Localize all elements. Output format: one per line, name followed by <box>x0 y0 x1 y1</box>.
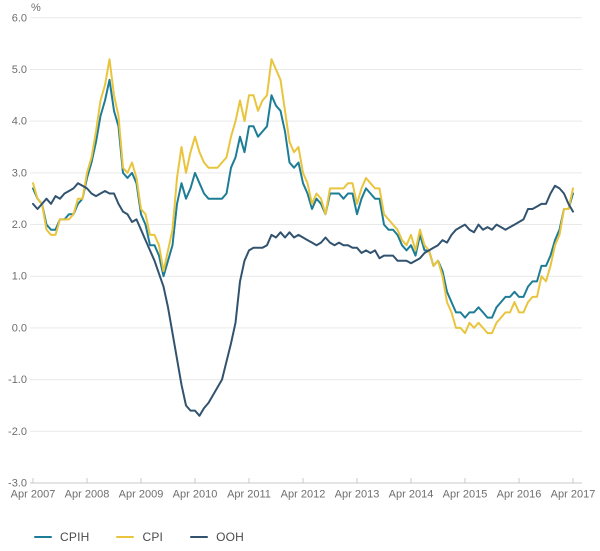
legend-label-cpih: CPIH <box>60 530 90 544</box>
x-tick-label: Apr 2015 <box>443 489 488 501</box>
y-tick-label: 6.0 <box>12 12 27 24</box>
x-tick-label: Apr 2009 <box>119 489 164 501</box>
legend-item-cpih: CPIH <box>34 530 89 544</box>
x-tick-label: Apr 2010 <box>173 489 218 501</box>
y-axis-unit-label: % <box>31 2 41 14</box>
x-tick-label: Apr 2011 <box>227 489 271 501</box>
y-tick-label: 0.0 <box>12 322 27 334</box>
x-tick-label: Apr 2013 <box>335 489 380 501</box>
legend-swatch-ooh-line-icon <box>190 535 209 539</box>
series-line-ooh <box>32 182 574 417</box>
y-tick-label: 3.0 <box>12 167 27 179</box>
x-tick-label: Apr 2017 <box>551 489 596 501</box>
x-tick-label: Apr 2016 <box>497 489 542 501</box>
legend-label-ooh: OOH <box>216 530 245 544</box>
legend-item-cpi: CPI <box>116 530 163 544</box>
y-tick-label: -1.0 <box>8 374 27 386</box>
legend-label-cpi: CPI <box>142 530 164 544</box>
x-tick-label: Apr 2007 <box>11 489 56 501</box>
legend-item-ooh: OOH <box>190 530 244 544</box>
x-tick-label: Apr 2012 <box>281 489 326 501</box>
y-tick-label: 5.0 <box>12 64 27 76</box>
y-tick-label: -3.0 <box>8 478 27 490</box>
x-tick-label: Apr 2008 <box>65 489 110 501</box>
x-tick-label: Apr 2014 <box>389 489 434 501</box>
y-tick-label: 2.0 <box>12 219 27 231</box>
y-tick-label: 4.0 <box>12 116 27 128</box>
series-line-cpi <box>32 58 574 335</box>
legend-swatch-cpi-line-icon <box>116 535 135 539</box>
y-tick-label: 1.0 <box>12 271 27 283</box>
series-line-cpih <box>32 78 574 319</box>
legend-swatch-cpih-line-icon <box>34 535 52 539</box>
legend: CPIH CPI OOH <box>34 530 244 544</box>
y-tick-label: -2.0 <box>8 426 27 438</box>
